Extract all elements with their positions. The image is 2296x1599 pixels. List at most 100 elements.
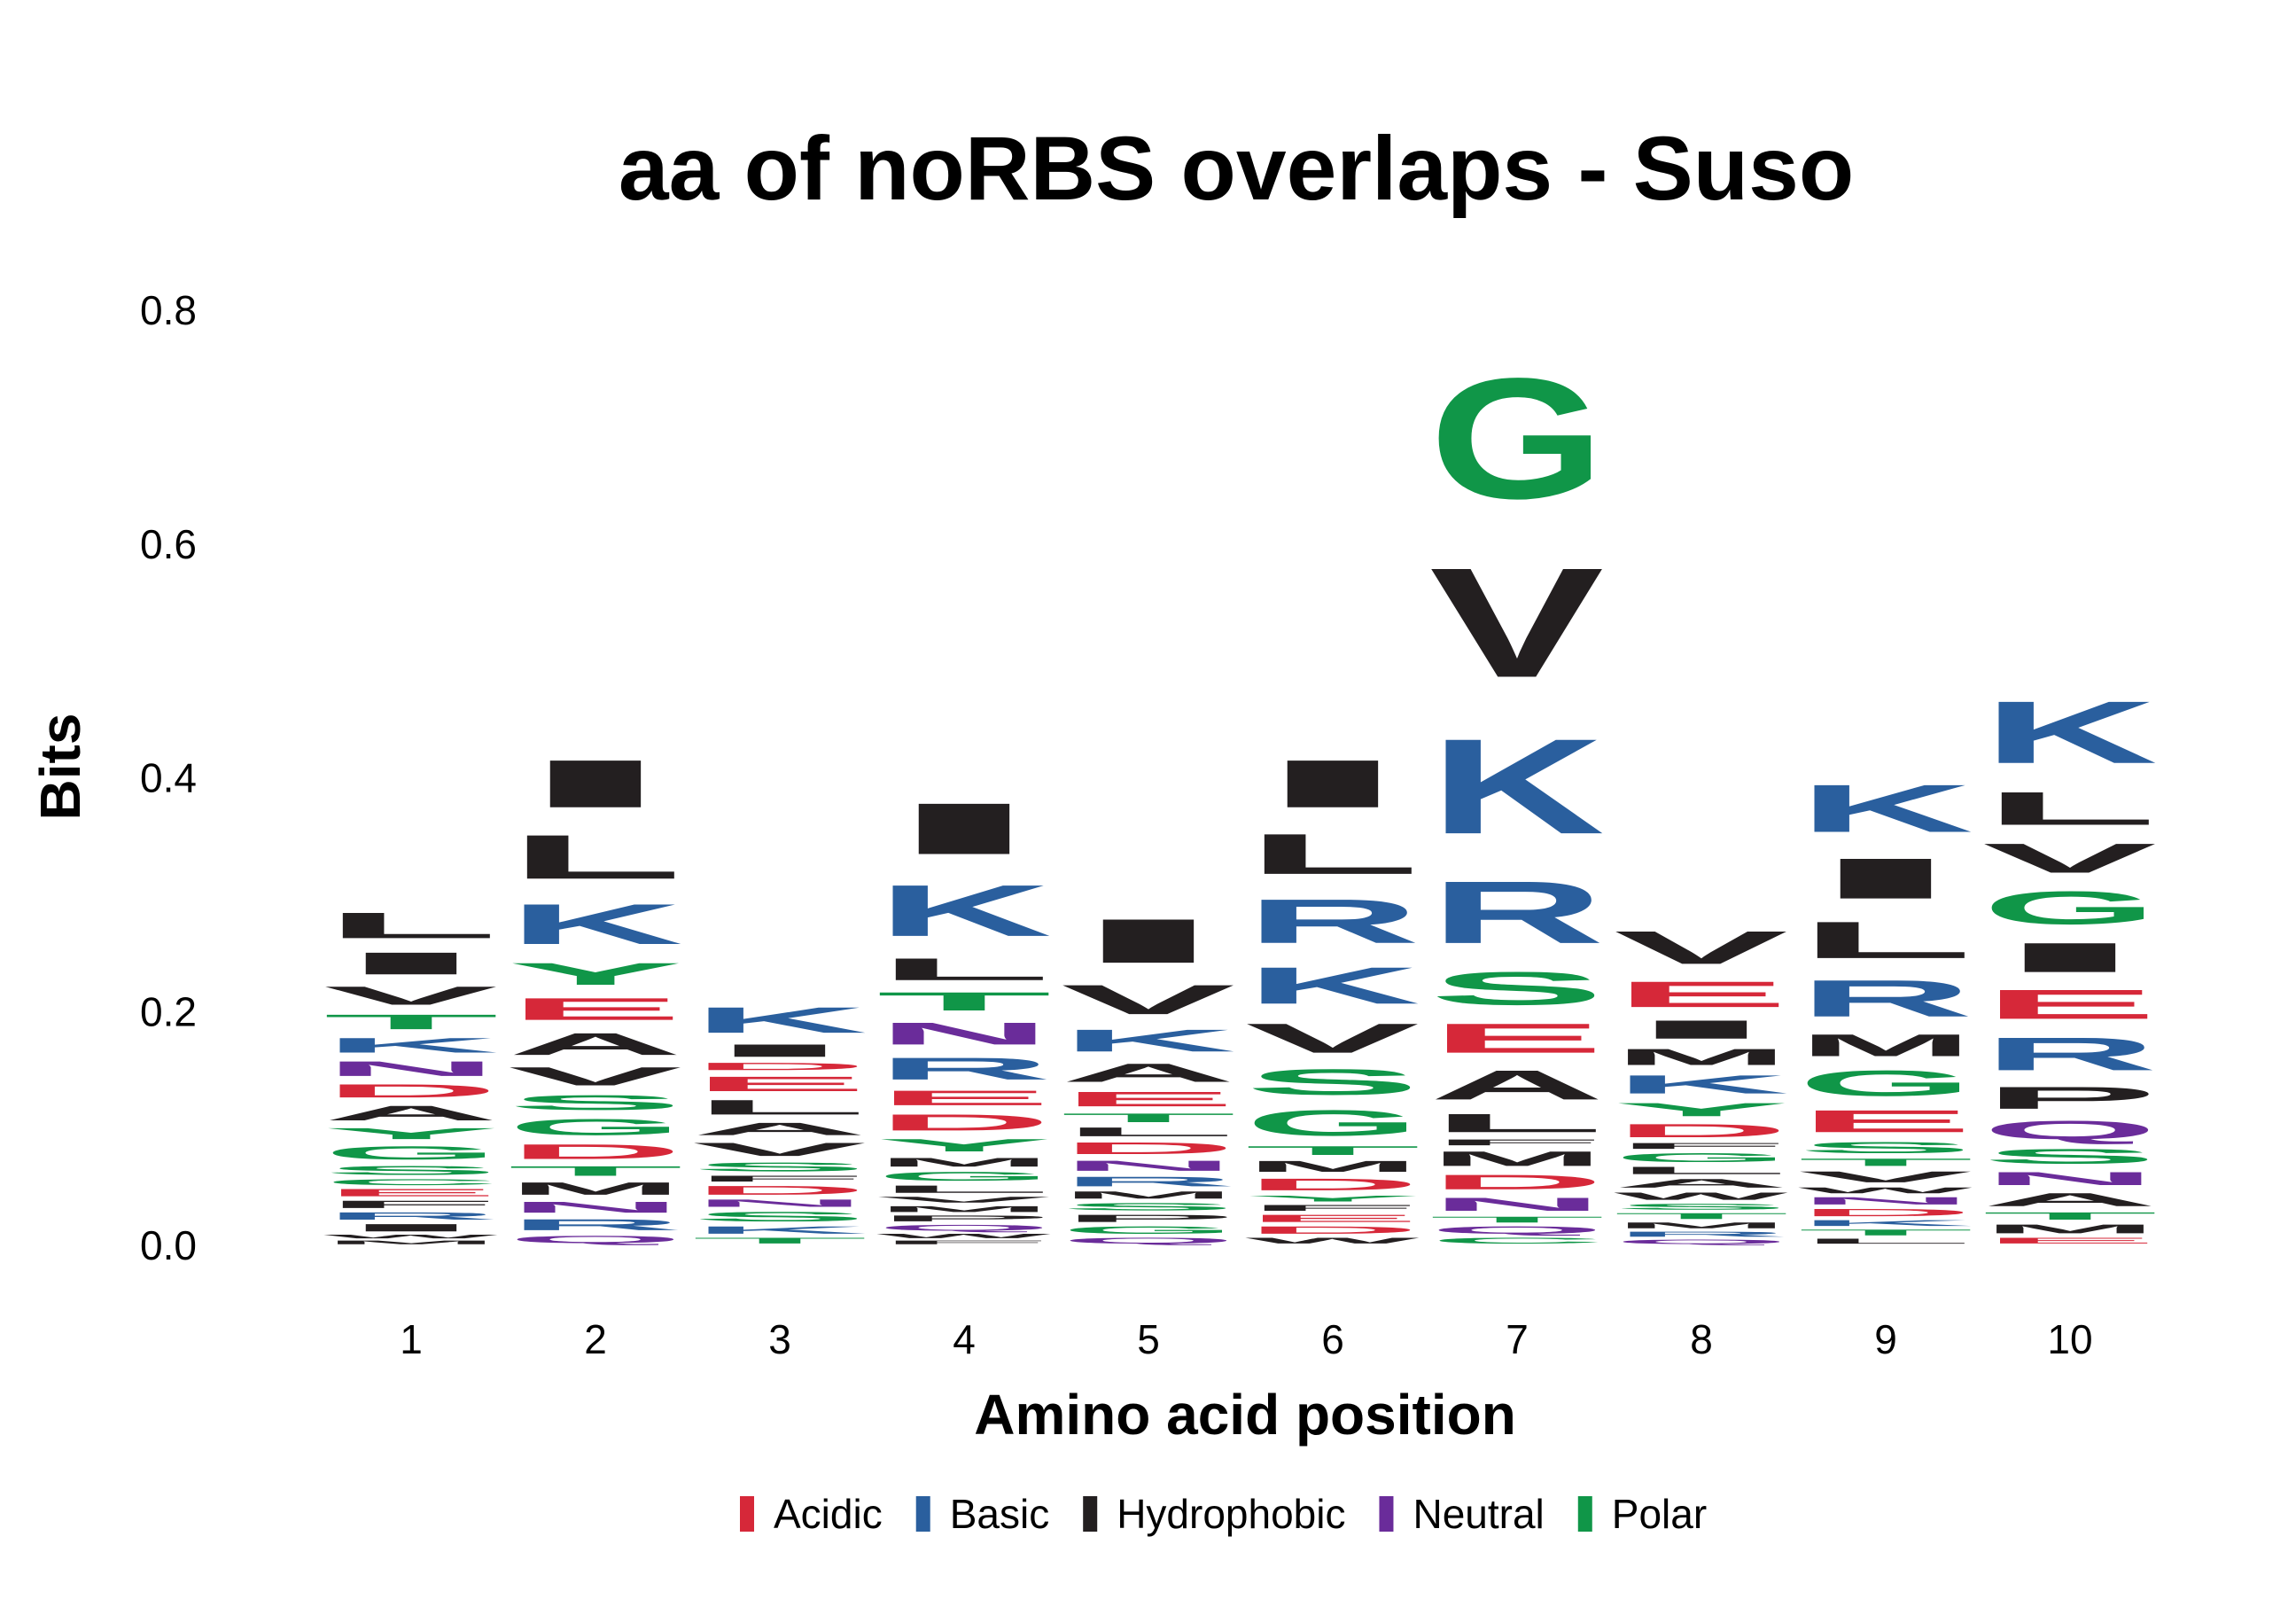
logo-letter: G <box>1798 1063 1973 1104</box>
legend-swatch <box>1577 1496 1592 1532</box>
logo-letter: G <box>1245 1103 1420 1143</box>
logo-letter: N <box>1429 1194 1605 1215</box>
logo-letter: L <box>1245 823 1420 886</box>
legend-item-neutral: Neutral <box>1379 1491 1545 1537</box>
logo-letter: I <box>323 1222 499 1234</box>
logo-letter: L <box>1061 1125 1236 1139</box>
logo-letter: A <box>1614 1176 1789 1190</box>
legend-swatch <box>740 1496 754 1532</box>
logo-letter: P <box>1982 1080 2158 1116</box>
legend-item-hydrophobic: Hydrophobic <box>1083 1491 1345 1537</box>
logo-letter: R <box>1982 1028 2158 1080</box>
logo-letter: R <box>323 1210 499 1221</box>
x-axis-label: Amino acid position <box>974 1383 1516 1447</box>
logo-letter: I <box>1061 906 1236 976</box>
logo-letter: M <box>1614 1221 1789 1230</box>
logo-letter: N <box>1982 1168 2158 1190</box>
logo-letter: T <box>1982 1210 2158 1221</box>
logo-letter: K <box>323 1034 499 1057</box>
logo-letter: K <box>876 870 1052 951</box>
logo-letter: R <box>508 1216 683 1234</box>
logo-letter: V <box>323 981 498 1010</box>
logo-letter: M <box>508 1179 683 1198</box>
logo-letter: C <box>1429 1236 1605 1245</box>
legend-label: Acidic <box>774 1491 883 1537</box>
logo-stacks: MWIRFECSGYADNKTVILQRNMTDGSVAEYKLITKSNDFS… <box>323 342 2158 1245</box>
logo-letter: E <box>1061 1088 1236 1111</box>
logo-letter: W <box>1614 1190 1787 1202</box>
legend-swatch <box>915 1496 930 1532</box>
logo-letter: C <box>323 1178 499 1188</box>
legend-swatch <box>1379 1496 1394 1532</box>
logo-letter: T <box>692 1236 868 1244</box>
legend-item-acidic: Acidic <box>740 1491 883 1537</box>
logo-letter: N <box>1061 1158 1236 1174</box>
logo-letter: V <box>1982 835 2157 882</box>
logo-letter: S <box>692 1160 868 1174</box>
logo-letter: D <box>692 1061 868 1072</box>
logo-letter: R <box>1429 862 1605 962</box>
logo-letter: Q <box>1982 1116 2158 1145</box>
logo-letter: D <box>1429 1171 1605 1194</box>
legend-swatch <box>1083 1496 1098 1532</box>
legend-item-basic: Basic <box>915 1491 1049 1537</box>
logo-letter: M <box>1245 1158 1420 1175</box>
logo-letter: S <box>1614 1202 1789 1212</box>
logo-letter: K <box>1798 1219 1973 1228</box>
logo-letter: S <box>1245 1062 1420 1103</box>
logo-letter: N <box>692 1197 868 1209</box>
logo-letter: M <box>323 1239 499 1245</box>
logo-letter: R <box>1798 970 1973 1028</box>
x-tick-label: 1 <box>400 1316 423 1362</box>
logo-letter: Y <box>876 1135 1052 1155</box>
logo-letter: G <box>876 1169 1052 1183</box>
logo-letter: I <box>1245 746 1420 823</box>
logo-letter: S <box>1982 1144 2158 1167</box>
logo-letter: Q <box>1429 1224 1605 1236</box>
logo-letter: N <box>323 1057 499 1080</box>
legend-label: Polar <box>1612 1491 1707 1537</box>
logo-letter: E <box>323 1187 499 1198</box>
logo-letter: F <box>1245 1204 1420 1213</box>
logo-letter: W <box>1798 1186 1972 1195</box>
logo-letter: N <box>508 1198 683 1216</box>
x-tick-label: 2 <box>584 1316 607 1362</box>
x-tick-label: 3 <box>768 1316 791 1362</box>
logo-letter: K <box>1798 770 1973 846</box>
logo-letter: S <box>1798 1139 1973 1157</box>
logo-letter: D <box>323 1080 499 1102</box>
logo-letter: Y <box>1614 1099 1789 1120</box>
legend-item-polar: Polar <box>1577 1491 1707 1537</box>
logo-letter: T <box>1614 1212 1789 1221</box>
logo-letter: K <box>1245 956 1420 1015</box>
logo-letter: V <box>1614 921 1788 973</box>
x-tick-label: 10 <box>2047 1316 2092 1362</box>
legend: Acidic Basic Hydrophobic Neutral Polar <box>740 1491 1707 1537</box>
logo-letter: T <box>1798 1157 1973 1168</box>
logo-letter: D <box>1798 1206 1973 1218</box>
logo-letter: G <box>1614 1150 1789 1165</box>
logo-letter: A <box>692 1119 868 1139</box>
logo-letter: E <box>1245 1213 1420 1224</box>
legend-label: Hydrophobic <box>1117 1491 1345 1537</box>
logo-letter: K <box>692 1000 868 1041</box>
logo-letter: A <box>1429 1062 1605 1109</box>
logo-letter: S <box>1429 963 1605 1015</box>
logo-letter: T <box>1429 1215 1605 1224</box>
logo-letter: E <box>1798 1104 1973 1139</box>
logo-letter: N <box>876 1016 1052 1050</box>
logo-letter: Y <box>1245 1194 1420 1204</box>
logo-letter: F <box>1429 1138 1605 1147</box>
logo-letter: D <box>1245 1224 1420 1236</box>
logo-letter: Q <box>1061 1236 1236 1245</box>
logo-letter: I <box>1798 846 1973 910</box>
logo-letter: W <box>876 1233 1050 1240</box>
logo-letter: L <box>323 905 499 946</box>
logo-letter: Q <box>508 1234 683 1245</box>
logo-letter: L <box>692 1096 868 1119</box>
logo-letter: E <box>1429 1015 1605 1062</box>
logo-letter: R <box>876 1051 1052 1086</box>
